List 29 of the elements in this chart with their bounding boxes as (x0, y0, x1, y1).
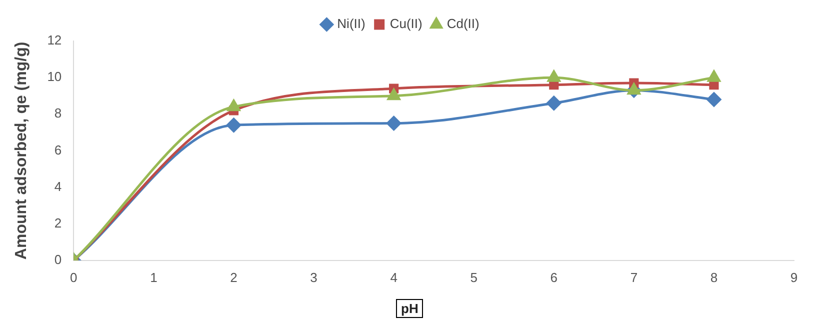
y-tick-label: 0 (54, 252, 62, 267)
point (546, 96, 562, 110)
y-tick-label: 10 (47, 69, 62, 84)
y-tick-label: 2 (54, 215, 62, 230)
x-tick-label: 2 (230, 270, 238, 285)
x-tick-label: 1 (150, 270, 158, 285)
x-tick-label: 7 (630, 270, 638, 285)
x-tick-label: 5 (470, 270, 478, 285)
x-tick-label: 4 (390, 270, 398, 285)
legend-label: Cu(II) (390, 16, 422, 32)
x-tick-label: 0 (70, 270, 78, 285)
x-axis-title: pH (396, 299, 424, 318)
y-tick-label: 8 (54, 106, 62, 121)
point (627, 83, 640, 95)
legend-label: Cd(II) (446, 16, 480, 32)
x-tick-label: 8 (710, 270, 718, 285)
legend-label: Ni(II) (337, 16, 366, 32)
point (226, 118, 241, 132)
point (706, 92, 722, 107)
y-axis-title: Amount adsorbed, qe (mg/g) (13, 42, 30, 260)
y-tick-label: 12 (47, 32, 62, 48)
point (386, 116, 402, 131)
x-tick-label: 3 (310, 270, 318, 285)
x-tick-label: 9 (790, 270, 798, 285)
x-tick-label: 6 (550, 270, 558, 285)
y-tick-label: 4 (54, 178, 62, 194)
point (227, 100, 240, 112)
y-tick-label: 6 (54, 142, 62, 158)
point (387, 88, 400, 100)
